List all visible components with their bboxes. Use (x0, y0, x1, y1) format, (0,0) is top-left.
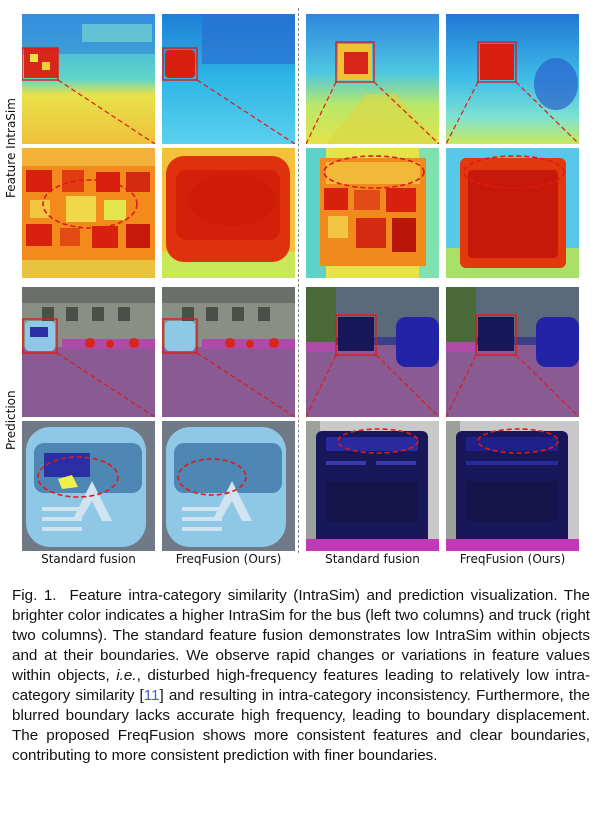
figure-1: Feature IntraSim Prediction (4, 8, 579, 566)
column-label-standard-fusion-truck: Standard fusion (325, 552, 420, 566)
figure-caption: Fig. 1. Feature intra-category similarit… (12, 586, 590, 766)
prediction-zoom-freqfusion-bus (162, 421, 295, 551)
intrasim-overview-freqfusion-bus (162, 14, 295, 144)
intrasim-zoom-standard-bus (22, 148, 155, 278)
caption-ie: i.e. (116, 667, 137, 684)
intrasim-overview-standard-bus (22, 14, 155, 144)
intrasim-overview-standard-truck (306, 14, 439, 144)
intrasim-overview-freqfusion-truck (446, 14, 579, 144)
prediction-zoom-standard-truck (306, 421, 439, 551)
intrasim-zoom-standard-truck (306, 148, 439, 278)
caption-prefix: Fig. 1. (12, 587, 57, 604)
prediction-zoom-freqfusion-truck (446, 421, 579, 551)
prediction-overview-freqfusion-bus (162, 287, 295, 417)
prediction-overview-standard-bus (22, 287, 155, 417)
intrasim-zoom-freqfusion-bus (162, 148, 295, 278)
column-label-freqfusion-truck: FreqFusion (Ours) (459, 552, 566, 566)
column-label-standard-fusion-bus: Standard fusion (41, 552, 136, 566)
row-label-feature-intrasim: Feature IntraSim (4, 98, 18, 198)
row-label-prediction: Prediction (4, 390, 18, 450)
prediction-overview-freqfusion-truck (446, 287, 579, 417)
intrasim-zoom-freqfusion-truck (446, 148, 579, 278)
caption-text-1: Feature intra-category similarity (Intra… (12, 587, 590, 684)
citation-link[interactable]: 11 (143, 687, 160, 704)
caption-text-3: ] and resulting in intra-category incons… (12, 687, 590, 764)
column-label-freqfusion-bus: FreqFusion (Ours) (175, 552, 282, 566)
prediction-overview-standard-truck (306, 287, 439, 417)
column-divider (298, 8, 299, 553)
prediction-zoom-standard-bus (22, 421, 155, 551)
caption-text-2: , disturbed high-frequency features lead… (12, 667, 591, 704)
